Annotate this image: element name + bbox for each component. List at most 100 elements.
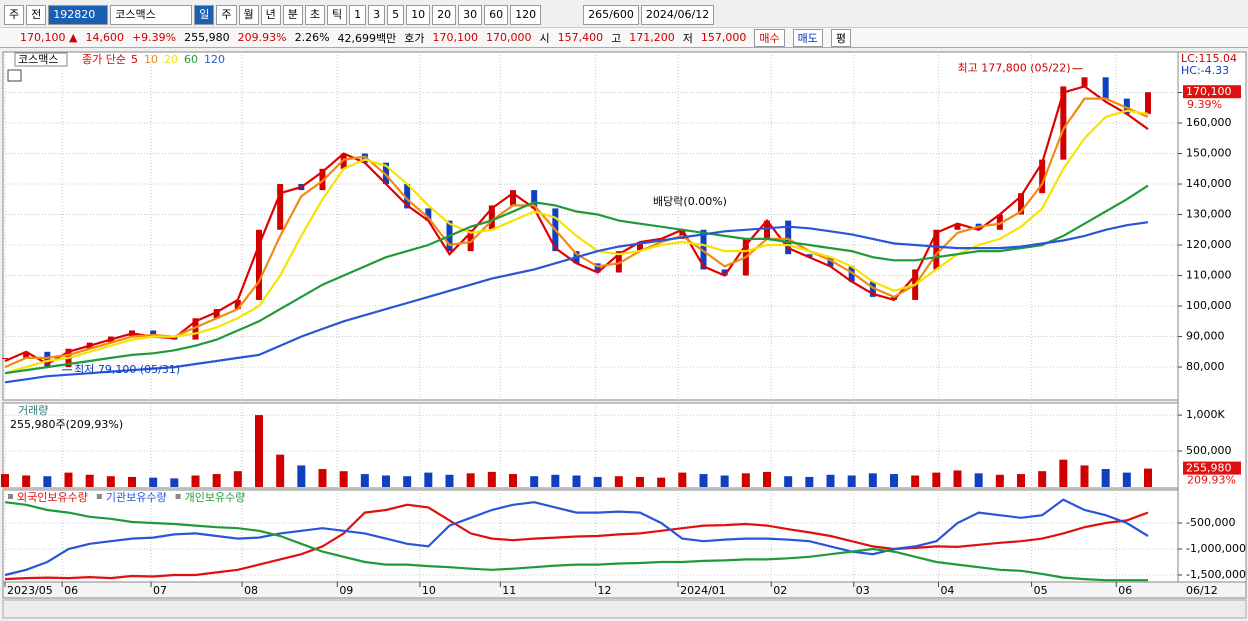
info-item: 저 [682,31,693,45]
holding-line [4,501,1148,582]
info-item: 42,699백만 [337,31,397,45]
info-item[interactable]: 매도 [792,28,823,47]
candle [213,309,220,319]
toolbar-item[interactable]: 192820 [48,4,109,25]
volume-bar [212,474,221,487]
candle [700,229,707,270]
candle [721,269,728,276]
y-tick-label: -1,000,000 [1186,542,1246,555]
info-item: 209.93% [237,31,287,44]
candle [150,330,157,337]
toolbar-item[interactable]: 분 [282,4,303,25]
legend-item: 10 [144,53,158,66]
candle [277,184,284,230]
x-tick-label: 09 [339,584,353,597]
annotation: 최저 79,100 (05/31) [74,363,180,376]
info-item: 시 [539,31,550,45]
volume-bar [233,471,242,487]
volume-bar [805,476,814,487]
candle [933,229,940,270]
candle [531,190,538,209]
toolbar-item[interactable]: 주 [4,4,25,25]
volume-bar [1059,459,1068,487]
toolbar-item[interactable]: 5 [387,4,405,25]
toolbar-item[interactable]: 초 [304,4,325,25]
info-item: 2.26% [294,31,330,44]
info-item: 고 [611,31,622,45]
info-item: 170,100 ▲ [20,31,78,44]
candle [637,241,643,252]
legend-icon [8,494,13,499]
toolbar-item[interactable]: 2024/06/12 [640,4,715,25]
toolbar-item[interactable]: 60 [484,4,509,25]
candle [785,220,792,255]
volume-bar [868,473,877,487]
candle [1102,77,1109,99]
toolbar-item[interactable]: 전 [26,4,47,25]
volume-bar [170,478,179,487]
volume-tag-label: 255,980 [1186,462,1232,475]
info-item: 170,000 [486,31,532,44]
toolbar-item[interactable]: 30 [458,4,483,25]
y-tick-label: 80,000 [1186,360,1225,373]
x-tick-label: 03 [856,584,870,597]
volume-bar [890,474,898,487]
toolbar-item[interactable]: 1 [349,4,367,25]
volume-bar [445,474,454,487]
volume-bar [678,472,687,487]
volume-bar [106,476,115,487]
volume-bar [1017,474,1025,487]
legend-item: 120 [204,53,225,66]
candle [1081,77,1088,87]
volume-bar [85,474,94,487]
y-tick-label: 90,000 [1186,330,1225,343]
y-tick-label: 140,000 [1186,177,1232,190]
info-item[interactable]: 매수 [754,28,785,47]
toolbar-item[interactable]: 3 [368,4,386,25]
y-tick-label: 130,000 [1186,208,1232,221]
candle [510,190,516,206]
toolbar-item[interactable]: 코스맥스 [110,4,193,25]
candle [234,299,241,310]
candle [383,162,389,185]
candle [1123,98,1130,114]
toolbar-item[interactable]: 10 [406,4,431,25]
annotation: 배당락(0.00%) [653,195,727,208]
ma-line [4,184,1149,375]
volume-bar [318,469,327,487]
volume-bar [339,471,348,487]
info-item[interactable]: 평 [830,28,852,47]
corner-label: LC:115.04 [1181,52,1237,65]
toolbar-item[interactable]: 20 [432,4,457,25]
volume-bar [360,474,369,487]
y-tick-label: -500,000 [1186,516,1235,529]
volume-bar [593,476,602,487]
toolbar-item[interactable]: 틱 [327,4,348,25]
toolbar-item[interactable]: 월 [238,4,259,25]
price-tag-change: 9.39% [1187,98,1222,111]
price-tag-label: 170,100 [1186,85,1232,98]
toolbar-item[interactable]: 주 [216,4,237,25]
x-tick-label: 2024/01 [680,584,726,597]
volume-bar [128,476,136,487]
scroll-bar[interactable] [2,599,1247,619]
table-icon[interactable] [7,69,22,82]
toolbar-item[interactable]: 120 [510,4,542,25]
volume-bar [530,476,539,487]
ma-line [4,85,1149,366]
candle [404,184,411,209]
legend-item: 개인보유수량 [185,491,246,504]
volume-bar [297,465,306,487]
volume-bar [1122,472,1131,487]
toolbar: 주 전 192820 코스맥스 일 주 월 년 분 초 틱 1 3 5 10 20 30 60 120 265/600… [0,3,1248,26]
volume-bar [466,473,475,487]
candle [425,208,432,221]
info-item: 157,000 [700,31,747,44]
toolbar-item[interactable]: 265/600 [583,4,639,25]
right-axis [1177,51,1247,583]
toolbar-item[interactable]: 일 [194,4,215,25]
legend-icon [96,494,102,499]
candle [488,205,495,230]
volume-bar [149,477,158,487]
toolbar-item[interactable]: 년 [260,4,281,25]
